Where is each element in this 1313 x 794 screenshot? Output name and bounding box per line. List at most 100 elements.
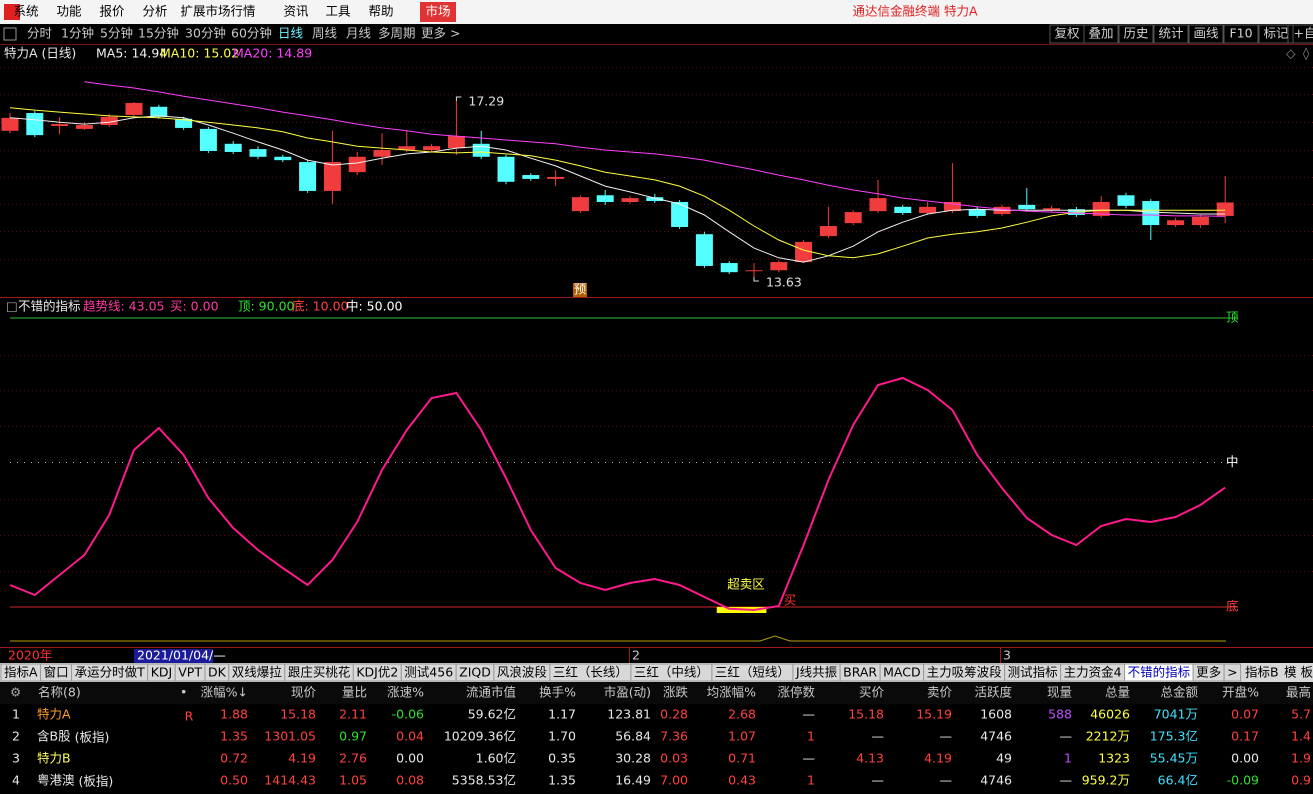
column-header[interactable]: 买价: [859, 685, 885, 700]
tab[interactable]: J线共振: [795, 665, 838, 680]
tab[interactable]: ZIQD: [459, 665, 491, 680]
column-header[interactable]: •: [180, 685, 187, 700]
menu-item[interactable]: 系统: [13, 4, 38, 19]
menu-item[interactable]: 报价: [99, 4, 125, 19]
menu-item[interactable]: 工具: [325, 4, 351, 19]
table-row[interactable]: [0, 726, 1313, 748]
column-header[interactable]: 总金额: [1160, 685, 1198, 700]
period-button[interactable]: 分时: [27, 26, 53, 41]
column-header[interactable]: 活跃度: [974, 685, 1012, 700]
column-header[interactable]: 均涨幅%: [707, 685, 757, 700]
candle-body: [1191, 216, 1209, 226]
tab[interactable]: KDJ: [151, 665, 173, 680]
tab[interactable]: KDJ优2: [356, 665, 398, 680]
column-header[interactable]: 最高: [1286, 685, 1311, 700]
tab[interactable]: DK: [208, 665, 227, 680]
column-header[interactable]: 开盘%: [1222, 685, 1259, 700]
tab[interactable]: MACD: [883, 665, 920, 680]
tab[interactable]: 模 板: [1284, 665, 1313, 680]
row-number: 4: [12, 773, 20, 788]
panel-icon[interactable]: □: [6, 299, 18, 314]
tab[interactable]: 窗口: [44, 665, 69, 680]
menu-item[interactable]: 帮助: [368, 4, 393, 19]
tab[interactable]: 三红（长线）: [553, 665, 628, 680]
column-header[interactable]: 现量: [1047, 685, 1072, 700]
tab[interactable]: 主力资金4: [1064, 665, 1122, 680]
tool-button-frame[interactable]: [1188, 24, 1224, 44]
period-button[interactable]: 多周期: [378, 26, 416, 41]
panel-icon[interactable]: ◇: [1286, 46, 1296, 61]
column-header[interactable]: 市盈(动): [604, 685, 651, 700]
period-button[interactable]: 60分钟: [231, 26, 272, 41]
column-header[interactable]: 现价: [291, 685, 317, 700]
tool-button[interactable]: 画线: [1193, 26, 1219, 41]
column-header[interactable]: 换手%: [539, 685, 576, 700]
column-header[interactable]: 名称(8): [38, 685, 81, 700]
tool-button[interactable]: 复权: [1054, 26, 1080, 41]
tab[interactable]: 测试指标: [1008, 665, 1058, 680]
tool-button-frame[interactable]: [1258, 24, 1294, 44]
column-header[interactable]: 涨跌: [663, 685, 689, 700]
period-button[interactable]: 30分钟: [185, 26, 226, 41]
tool-button-frame[interactable]: [1153, 24, 1189, 44]
panel-icon[interactable]: ◊: [1303, 46, 1310, 61]
tab[interactable]: 指标B: [1245, 665, 1279, 680]
tool-button[interactable]: 统计: [1158, 26, 1183, 41]
tool-button[interactable]: F10: [1229, 26, 1252, 41]
tab[interactable]: 测试456: [404, 665, 453, 680]
column-header[interactable]: 总量: [1105, 685, 1130, 700]
column-header[interactable]: 量比: [342, 685, 367, 700]
period-button[interactable]: 1分钟: [61, 26, 94, 41]
menu-item[interactable]: 分析: [142, 4, 167, 19]
table-row[interactable]: [0, 748, 1313, 770]
period-button[interactable]: 5分钟: [100, 26, 133, 41]
tab[interactable]: 三红（短线）: [715, 665, 790, 680]
tool-button-frame[interactable]: [1223, 24, 1259, 44]
column-header[interactable]: 涨幅%↓: [201, 685, 248, 700]
period-button[interactable]: 月线: [346, 26, 372, 41]
period-icon[interactable]: [3, 27, 17, 41]
tab[interactable]: 三红（中线）: [634, 665, 709, 680]
tool-button-frame[interactable]: [1083, 24, 1119, 44]
candle-body: [919, 206, 937, 214]
tab[interactable]: 跟庄买桃花: [288, 665, 351, 680]
table-row[interactable]: [0, 770, 1313, 792]
table-cell: 1: [807, 729, 815, 744]
menu-item[interactable]: 资讯: [283, 4, 309, 19]
column-header[interactable]: 涨停数: [777, 685, 815, 700]
tab[interactable]: 指标A: [4, 665, 38, 680]
tab[interactable]: 更多: [1196, 665, 1221, 680]
tool-button[interactable]: +自: [1294, 26, 1313, 41]
tab[interactable]: 主力吸筹波段: [927, 665, 1002, 680]
menu-item[interactable]: 功能: [56, 4, 82, 19]
column-header[interactable]: 卖价: [927, 685, 953, 700]
tab[interactable]: BRAR: [843, 665, 877, 680]
tool-button-frame[interactable]: [1287, 24, 1313, 44]
tab[interactable]: 不错的指标: [1128, 665, 1191, 680]
menu-item[interactable]: 扩展市场行情: [180, 4, 255, 19]
legend-entry: 买: 0.00: [170, 299, 219, 314]
period-button[interactable]: 周线: [312, 26, 338, 41]
table-row[interactable]: [0, 704, 1313, 726]
tab[interactable]: 风浪波段: [497, 665, 547, 680]
tab[interactable]: 承运分时做T: [75, 665, 146, 680]
legend-entry: MA10: 15.02: [160, 46, 239, 61]
column-header[interactable]: 涨速%: [387, 685, 424, 700]
tool-button[interactable]: 标记: [1263, 26, 1289, 41]
table-cell: 15.18: [848, 707, 884, 722]
period-button[interactable]: 日线: [278, 26, 304, 41]
column-header[interactable]: 流通市值: [466, 685, 516, 700]
period-button[interactable]: 更多 >: [421, 26, 460, 41]
market-button[interactable]: 市场: [425, 4, 450, 19]
settings-icon[interactable]: ⚙: [10, 685, 21, 700]
tab[interactable]: VPT: [178, 665, 202, 680]
tab[interactable]: 双线爆拉: [232, 665, 283, 680]
tab-bg[interactable]: [1223, 663, 1242, 682]
candle-body: [1167, 220, 1185, 226]
tool-button[interactable]: 历史: [1123, 26, 1149, 41]
period-button[interactable]: 15分钟: [138, 26, 179, 41]
tool-button[interactable]: 叠加: [1088, 26, 1113, 41]
tab[interactable]: >: [1227, 665, 1237, 680]
market-button-bg[interactable]: [420, 2, 456, 22]
tool-button-frame[interactable]: [1118, 24, 1154, 44]
